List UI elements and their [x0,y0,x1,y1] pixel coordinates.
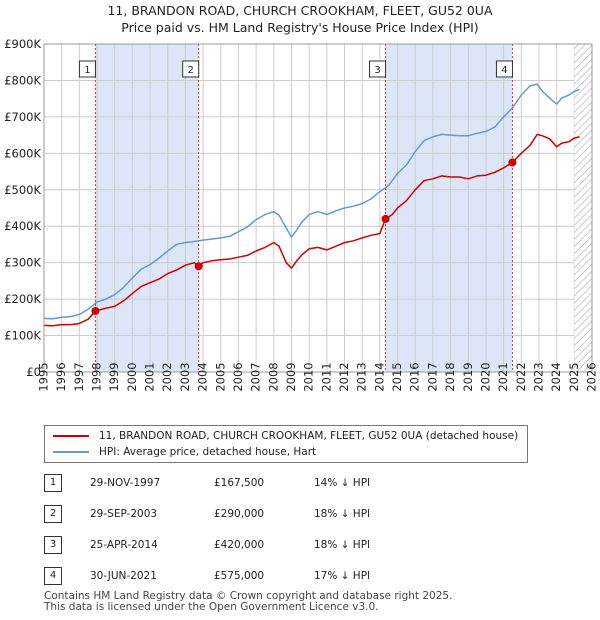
legend-swatch-property [53,435,89,437]
y-tick-label: £0 [26,365,41,379]
sale-point [194,262,203,271]
x-tick-label: 2003 [178,362,192,391]
x-tick-label: 2019 [461,362,475,391]
legend-swatch-hpi [53,451,89,453]
x-tick-label: 2011 [319,362,333,391]
transaction-number: 4 [44,567,62,585]
hpi-series-line [43,83,580,320]
sale-label-number: 3 [374,65,380,76]
x-tick-label: 2010 [302,362,316,391]
x-tick-label: 2025 [567,362,581,391]
legend-label-property: 11, BRANDON ROAD, CHURCH CROOKHAM, FLEET… [99,430,519,442]
x-tick-label: 2001 [143,362,157,391]
x-tick-label: 2024 [549,362,563,391]
sale-label-box [78,60,96,78]
transaction-date: 25-APR-2014 [90,539,158,551]
y-tick-label: £700K [4,110,41,124]
y-tick-label: £500K [4,183,41,197]
transaction-row: 1 29-NOV-1997 £167,500 14% ↓ HPI [44,474,464,492]
transaction-price: £290,000 [214,508,265,520]
transaction-row: 3 25-APR-2014 £420,000 18% ↓ HPI [44,536,464,554]
x-tick-label: 1996 [54,362,68,391]
x-tick-label: 2005 [213,362,227,391]
x-tick-label: 2026 [585,362,599,391]
sale-label-number: 2 [187,65,193,76]
x-tick-label: 2021 [496,362,510,391]
transaction-date: 29-SEP-2003 [90,508,158,520]
transaction-hpi: 14% ↓ HPI [314,477,371,489]
sale-label-box [182,60,200,78]
price-chart: 1 2 3 4 £0 £100K £200K £300K £400K £500K £600K £70… [4,37,599,392]
x-tick-label: 2008 [266,362,280,391]
plot-area [43,43,593,373]
shaded-period [95,44,199,372]
x-tick-label: 1998 [90,362,104,391]
transaction-date: 30-JUN-2021 [90,570,157,582]
x-tick-label: 2004 [196,362,210,391]
chart-title: 11, BRANDON ROAD, CHURCH CROOKHAM, FLEET… [107,3,493,18]
shaded-period [385,44,513,372]
sale-label-box [369,60,387,78]
x-tick-label: 1995 [37,362,51,391]
x-tick-label: 2015 [390,362,404,391]
y-tick-label: £200K [4,292,41,306]
x-tick-label: 2006 [231,362,245,391]
legend-label-hpi: HPI: Average price, detached house, Hart [99,446,317,458]
x-tick-label: 2020 [478,362,492,391]
transaction-row: 2 29-SEP-2003 £290,000 18% ↓ HPI [44,505,464,523]
x-tick-label: 1997 [72,362,86,391]
transaction-price: £167,500 [214,477,265,489]
transaction-price: £420,000 [214,539,265,551]
y-tick-label: £400K [4,219,41,233]
sale-label-box [495,60,513,78]
y-tick-label: £900K [4,37,41,51]
x-tick-label: 2002 [160,362,174,391]
transaction-row: 4 30-JUN-2021 £575,000 17% ↓ HPI [44,567,464,585]
sale-point [91,306,100,315]
transaction-number: 1 [44,474,62,492]
x-tick-label: 2000 [125,362,139,391]
transaction-number: 2 [44,505,62,523]
x-tick-label: 2012 [337,362,351,391]
x-tick-label: 1999 [107,362,121,391]
footer-licence: This data is licensed under the Open Gov… [44,601,379,613]
forecast-hatch [574,44,592,372]
x-tick-label: 2022 [514,362,528,391]
sale-point [381,214,390,223]
x-tick-label: 2007 [249,362,263,391]
transaction-hpi: 17% ↓ HPI [314,570,371,582]
x-tick-label: 2013 [355,362,369,391]
transaction-price: £575,000 [214,570,265,582]
footer-copyright: Contains HM Land Registry data © Crown c… [44,590,453,602]
x-tick-label: 2009 [284,362,298,391]
x-tick-label: 2018 [443,362,457,391]
transaction-hpi: 18% ↓ HPI [314,508,371,520]
chart-subtitle: Price paid vs. HM Land Registry's House … [121,20,479,35]
sale-label-number: 1 [84,65,90,76]
x-tick-label: 2017 [425,362,439,391]
x-tick-label: 2014 [372,362,386,391]
sale-point [508,158,517,167]
y-tick-label: £300K [4,256,41,270]
x-tick-label: 2023 [531,362,545,391]
y-tick-label: £800K [4,73,41,87]
x-tick-label: 2016 [408,362,422,391]
legend: 11, BRANDON ROAD, CHURCH CROOKHAM, FLEET… [44,425,528,463]
transaction-number: 3 [44,536,62,554]
transaction-hpi: 18% ↓ HPI [314,539,371,551]
y-tick-label: £600K [4,146,41,160]
y-tick-label: £100K [4,329,41,343]
property-series-line [43,133,580,327]
transaction-date: 29-NOV-1997 [90,477,161,489]
sale-label-number: 4 [501,65,507,76]
